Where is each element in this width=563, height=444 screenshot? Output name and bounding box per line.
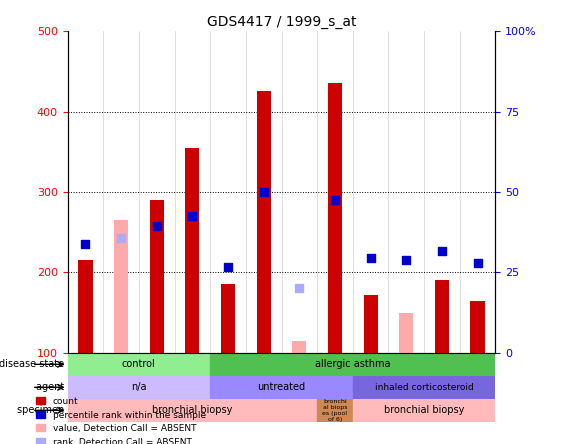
- Title: GDS4417 / 1999_s_at: GDS4417 / 1999_s_at: [207, 15, 356, 29]
- Text: untreated: untreated: [257, 382, 306, 392]
- Text: n/a: n/a: [131, 382, 146, 392]
- Bar: [353, 376, 495, 399]
- Bar: [471, 301, 485, 353]
- Bar: [317, 399, 353, 422]
- Point: [473, 259, 482, 266]
- Bar: [150, 200, 164, 353]
- Bar: [435, 281, 449, 353]
- Text: bronchial biopsy: bronchial biopsy: [152, 405, 233, 415]
- Bar: [114, 220, 128, 353]
- Text: allergic asthma: allergic asthma: [315, 359, 391, 369]
- Point: [224, 263, 233, 270]
- Point: [152, 222, 161, 229]
- Text: specimen: specimen: [17, 405, 68, 415]
- Bar: [257, 91, 271, 353]
- Point: [366, 254, 375, 262]
- Point: [81, 241, 90, 248]
- Bar: [78, 260, 92, 353]
- Bar: [353, 399, 495, 422]
- Bar: [364, 295, 378, 353]
- Text: bronchi
al biops
es (pool
of 6): bronchi al biops es (pool of 6): [323, 399, 347, 421]
- Point: [117, 234, 126, 242]
- Bar: [292, 341, 306, 353]
- Point: [402, 257, 411, 264]
- Bar: [328, 83, 342, 353]
- Bar: [399, 313, 413, 353]
- Point: [437, 247, 446, 254]
- Text: bronchial biopsy: bronchial biopsy: [384, 405, 464, 415]
- Bar: [210, 353, 495, 376]
- Point: [295, 285, 304, 292]
- Bar: [68, 399, 335, 422]
- Point: [188, 213, 197, 220]
- Legend: count, percentile rank within the sample, value, Detection Call = ABSENT, rank, : count, percentile rank within the sample…: [33, 393, 209, 444]
- Text: agent: agent: [36, 382, 68, 392]
- Point: [259, 188, 268, 195]
- Text: inhaled corticosteroid: inhaled corticosteroid: [375, 383, 473, 392]
- Bar: [68, 353, 210, 376]
- Point: [330, 196, 339, 203]
- Text: control: control: [122, 359, 156, 369]
- Bar: [185, 148, 199, 353]
- Bar: [210, 376, 353, 399]
- Text: disease state: disease state: [0, 359, 68, 369]
- Bar: [68, 376, 210, 399]
- Bar: [221, 285, 235, 353]
